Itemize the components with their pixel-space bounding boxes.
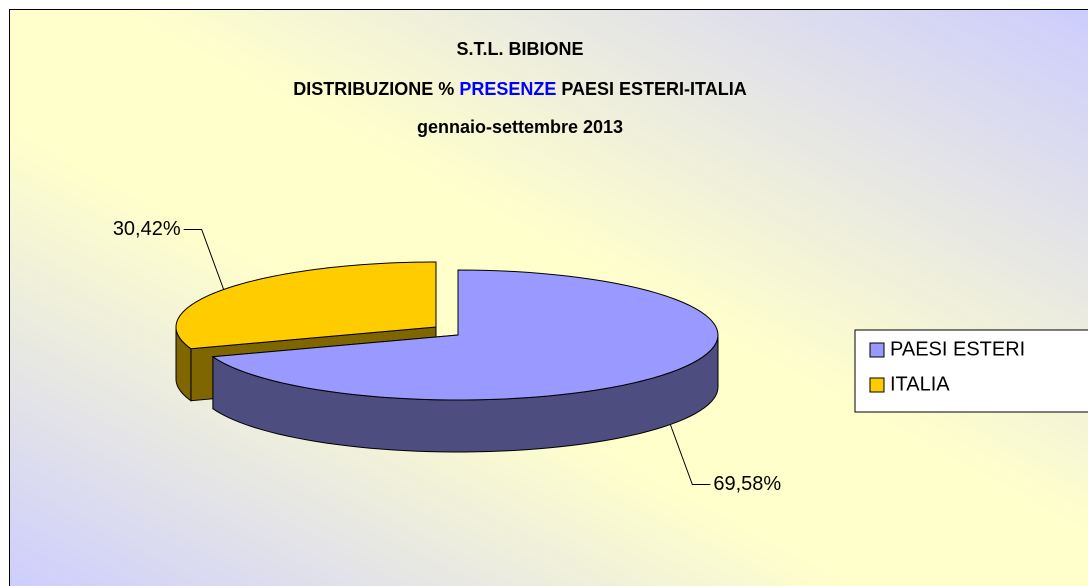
data-label: 30,42% [113, 218, 181, 240]
title: S.T.L. BIBIONE [456, 39, 583, 59]
legend-label: PAESI ESTERI [890, 338, 1025, 360]
legend-swatch [869, 342, 885, 358]
title-part: PAESI ESTERI-ITALIA [561, 79, 746, 99]
legend-swatch [869, 377, 885, 393]
title: DISTRIBUZIONE % PRESENZE PAESI ESTERI-IT… [293, 79, 746, 99]
data-label: 69,58% [713, 473, 781, 495]
leader-line [669, 424, 711, 486]
slice [211, 269, 719, 401]
title-highlight: PRESENZE [459, 79, 556, 99]
title: gennaio-settembre 2013 [417, 117, 623, 137]
leader-line [183, 228, 225, 290]
legend-label: ITALIA [890, 373, 950, 395]
title-part: DISTRIBUZIONE % [293, 79, 454, 99]
legend [854, 329, 1088, 413]
